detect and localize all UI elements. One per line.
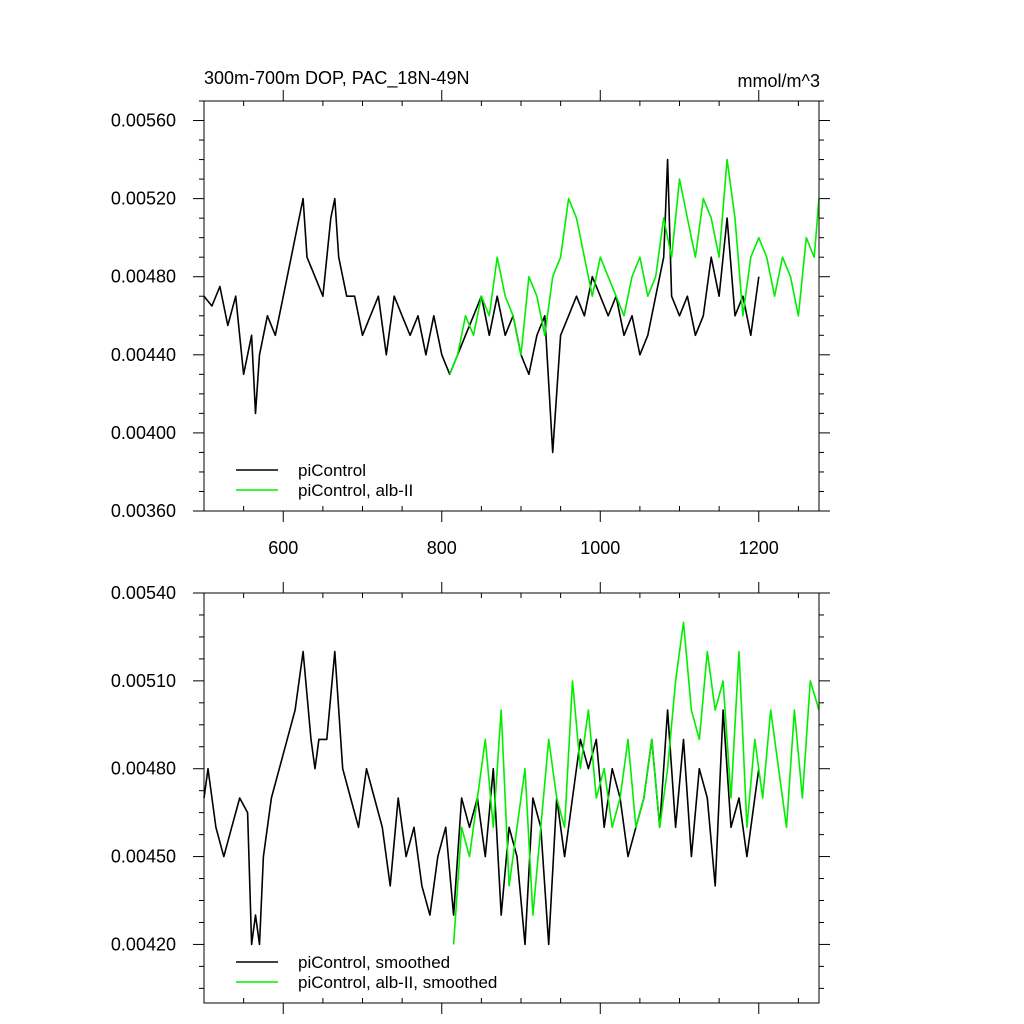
- top-x-tick-label: 1000: [580, 538, 620, 558]
- top-x-tick-label: 600: [268, 538, 298, 558]
- top-x-tick-label: 800: [427, 538, 457, 558]
- top-y-tick-label: 0.00520: [111, 189, 176, 209]
- top-y-tick-label: 0.00560: [111, 111, 176, 131]
- top-plot-frame: [203, 100, 820, 512]
- bottom-plot-frame: [203, 592, 820, 1004]
- bottom-y-tick-label: 0.00450: [111, 847, 176, 867]
- bottom-y-tick-label: 0.00480: [111, 759, 176, 779]
- top-legend: piControl piControl, alb-II: [236, 461, 413, 500]
- legend-label-picontrol-alb-ii: piControl, alb-II: [298, 481, 413, 500]
- top-x-tick-label: 1200: [739, 538, 779, 558]
- top-y-tick-label: 0.00480: [111, 267, 176, 287]
- top-panel: 300m-700m DOP, PAC_18N-49N mmol/m^3 600 8…: [111, 68, 830, 558]
- bottom-y-tick-label: 0.00510: [111, 671, 176, 691]
- bottom-series-line-picontrol-alb-ii-smoothed: [452, 621, 820, 945]
- top-series-line-picontrol: [203, 158, 760, 454]
- top-y-tick-label: 0.00400: [111, 423, 176, 443]
- top-y-tick-label: 0.00360: [111, 501, 176, 521]
- bottom-legend: piControl, smoothed piControl, alb-II, s…: [236, 953, 497, 992]
- top-chart-units: mmol/m^3: [738, 71, 820, 91]
- top-y-tick-label: 0.00440: [111, 345, 176, 365]
- bottom-panel: 0.00420 0.00450 0.00480 0.00510 0.00540 piCo…: [111, 582, 830, 1014]
- bottom-y-tick-label: 0.00540: [111, 583, 176, 603]
- legend-label-picontrol: piControl: [298, 461, 366, 480]
- bottom-y-tick-label: 0.00420: [111, 934, 176, 954]
- top-chart-title: 300m-700m DOP, PAC_18N-49N: [204, 68, 469, 89]
- bottom-series-line-picontrol-smoothed: [203, 650, 760, 946]
- top-series-line-picontrol-alb-ii: [448, 158, 820, 375]
- legend-label-picontrol-alb-ii-smoothed: piControl, alb-II, smoothed: [298, 973, 497, 992]
- legend-label-picontrol-smoothed: piControl, smoothed: [298, 953, 450, 972]
